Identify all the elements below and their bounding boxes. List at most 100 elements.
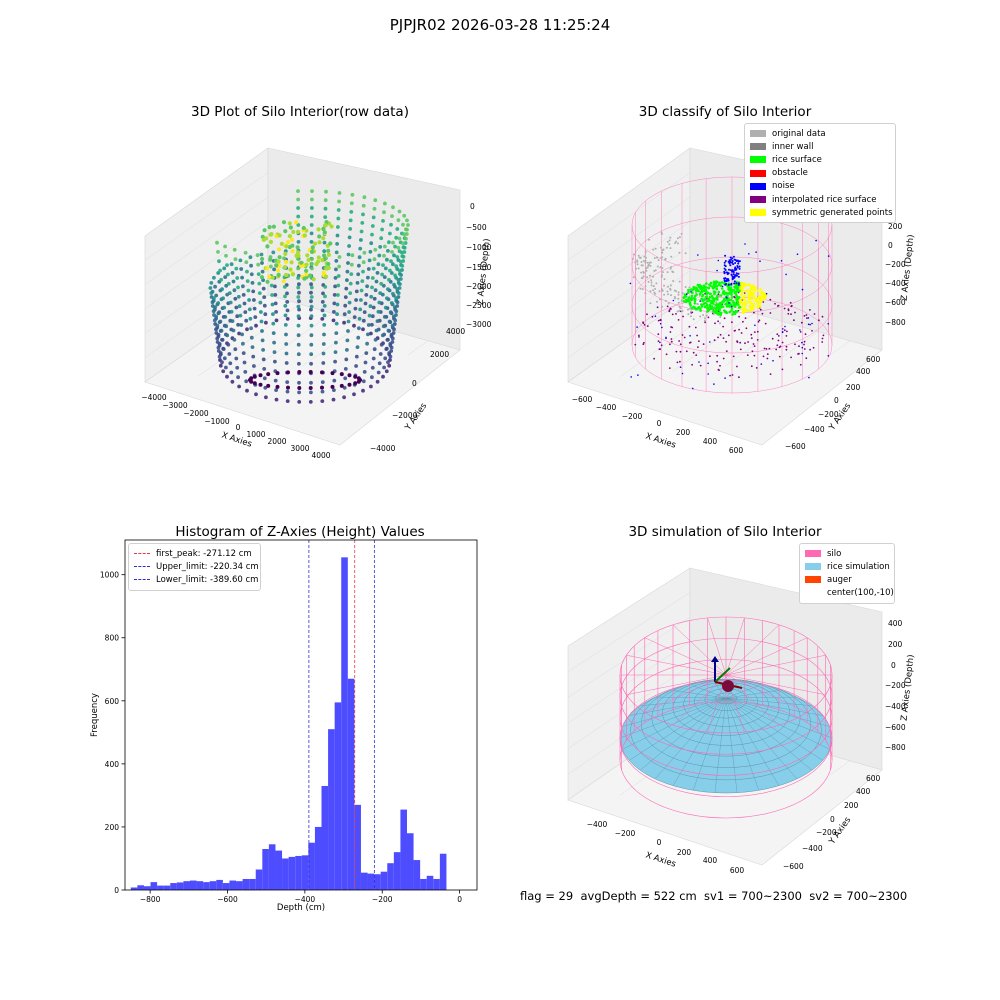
raw-point xyxy=(390,336,395,341)
rice-surface-meridian xyxy=(714,697,727,793)
interpolated-point xyxy=(774,302,776,305)
noise-point xyxy=(726,297,728,299)
raw-point xyxy=(361,379,366,384)
plot4-y-tick: 400 xyxy=(856,787,871,796)
interpolated-point xyxy=(769,373,772,375)
interpolated-point xyxy=(790,313,792,316)
rice-surface-point xyxy=(752,292,756,295)
interpolated-point xyxy=(806,317,808,319)
interpolated-point xyxy=(740,332,743,334)
original-point xyxy=(666,271,669,274)
raw-point xyxy=(209,281,214,285)
raw-point xyxy=(369,384,373,389)
noise-point xyxy=(731,270,733,273)
raw-point xyxy=(224,365,228,370)
raw-point xyxy=(288,225,293,230)
raw-point xyxy=(334,331,339,335)
rice-surface-point xyxy=(741,296,745,299)
raw-point xyxy=(252,364,256,368)
plot2-z-tick: 0 xyxy=(888,241,893,250)
interpolated-point xyxy=(697,346,699,348)
raw-point xyxy=(336,225,340,229)
raw-point xyxy=(370,365,375,370)
raw-point xyxy=(281,279,286,284)
noise-point xyxy=(665,336,667,339)
plot4-silo-wireframe xyxy=(619,616,833,819)
original-point xyxy=(650,281,653,284)
raw-point xyxy=(321,361,326,365)
original-point xyxy=(650,284,653,287)
raw-point xyxy=(265,279,270,284)
raw-point xyxy=(286,240,291,245)
rice-surface-point xyxy=(711,297,714,300)
raw-point xyxy=(365,341,369,346)
rice-surface-meridian xyxy=(725,697,759,791)
histogram-bar xyxy=(439,853,447,890)
original-point xyxy=(688,307,691,310)
interpolated-point xyxy=(675,350,678,353)
histogram-bar xyxy=(268,844,276,890)
raw-point xyxy=(309,380,313,385)
interpolated-point xyxy=(669,331,672,333)
raw-point xyxy=(308,400,313,404)
raw-point xyxy=(309,361,313,366)
rice-surface-point xyxy=(692,285,695,289)
raw-point xyxy=(386,328,391,333)
raw-point xyxy=(268,239,274,244)
interpolated-point xyxy=(731,321,733,324)
interpolated-point xyxy=(688,325,691,328)
raw-point xyxy=(260,256,265,262)
rice-surface-point xyxy=(689,303,692,307)
raw-point xyxy=(212,275,216,280)
noise-point xyxy=(661,326,663,329)
interpolated-point xyxy=(675,313,677,315)
auger-center-marker xyxy=(722,680,734,692)
histogram-bar xyxy=(157,885,164,890)
rice-surface-point xyxy=(740,291,744,294)
original-point xyxy=(688,286,691,289)
plot1-title: 3D Plot of Silo Interior(row data) xyxy=(191,104,409,120)
original-point xyxy=(645,267,648,270)
plot4-z-tick: 200 xyxy=(888,640,903,649)
grid-line xyxy=(407,340,429,356)
interpolated-point xyxy=(733,330,736,332)
raw-point xyxy=(225,374,229,379)
raw-point xyxy=(337,199,341,204)
interpolated-point xyxy=(638,336,640,338)
raw-point xyxy=(326,248,331,253)
noise-point xyxy=(801,288,804,291)
noise-point xyxy=(723,271,726,274)
raw-point xyxy=(253,315,258,319)
raw-point xyxy=(220,360,224,365)
raw-point xyxy=(348,227,353,231)
noise-point xyxy=(707,373,709,375)
grid-line xyxy=(354,331,397,361)
raw-point xyxy=(335,302,340,307)
raw-point xyxy=(402,245,407,250)
original-point xyxy=(679,307,682,310)
interpolated-point xyxy=(670,340,673,343)
raw-point xyxy=(362,250,367,255)
original-point xyxy=(654,292,657,295)
raw-point xyxy=(297,282,301,287)
grid-line xyxy=(144,245,269,334)
raw-point xyxy=(276,247,282,252)
raw-point xyxy=(271,250,276,255)
noise-point xyxy=(734,274,737,277)
original-point xyxy=(684,286,687,288)
interpolated-point xyxy=(729,374,731,377)
plot2-y-tick: 200 xyxy=(846,383,861,392)
raw-point xyxy=(366,267,371,271)
plot4-y-tick: 0 xyxy=(830,815,835,824)
raw-point xyxy=(241,284,245,289)
noise-point xyxy=(724,269,727,271)
plot2-y-tick: 0 xyxy=(834,396,839,405)
legend-swatch xyxy=(750,130,766,138)
raw-point xyxy=(275,384,280,389)
raw-point xyxy=(320,399,325,403)
noise-point xyxy=(785,273,787,276)
histogram-bar xyxy=(380,871,388,890)
silo-roof-spoke xyxy=(725,674,808,713)
raw-point xyxy=(290,272,296,277)
noise-point xyxy=(737,272,740,275)
